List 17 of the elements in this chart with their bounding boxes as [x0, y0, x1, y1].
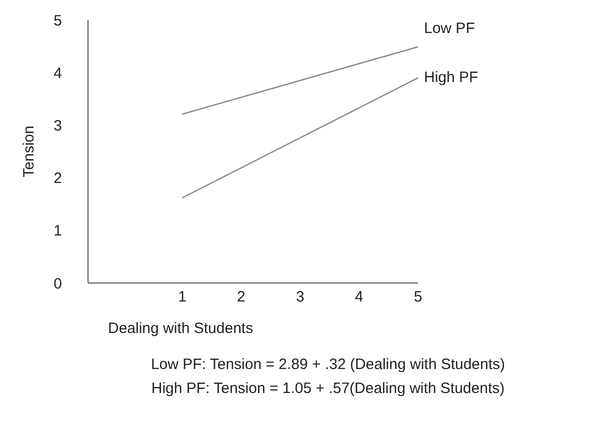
text: Low PF: Tension = 2.89 + .32 (Dealing with Students) [150, 355, 506, 375]
y-axis-title: Tension [20, 126, 38, 178]
text: High PF: Tension = 1.05 + .57(Dealing with Students) [150, 379, 506, 399]
y-tick-label: 5 [54, 12, 62, 30]
y-tick-label: 2 [54, 170, 62, 188]
x-tick-label: 5 [414, 288, 422, 306]
series-label: High PF [424, 68, 478, 86]
y-tick-label: 3 [54, 118, 62, 135]
y-tick-label: 4 [54, 64, 62, 82]
y-tick-label: 0 [54, 275, 62, 292]
x-tick-label: 3 [296, 288, 304, 306]
x-tick-label: 4 [354, 288, 364, 306]
y-tick-label: 1 [54, 222, 62, 240]
x-tick-label: 1 [178, 288, 186, 306]
x-tick-label: 2 [237, 288, 246, 306]
x-axis-title: Dealing with Students [108, 320, 254, 337]
series-label: Low PF [424, 20, 475, 37]
